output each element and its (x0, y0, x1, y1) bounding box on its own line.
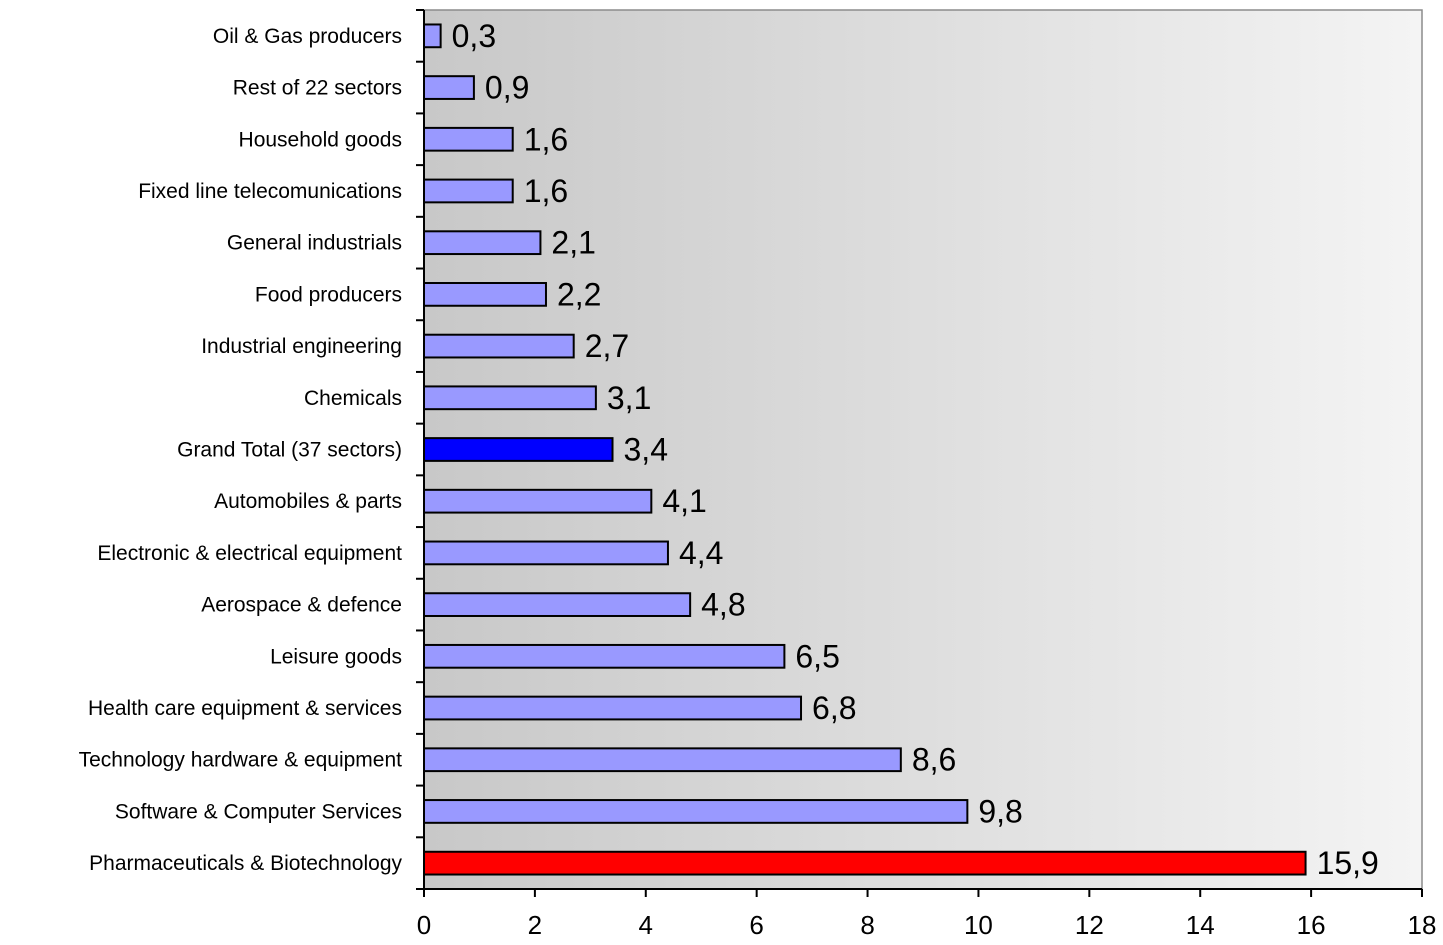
value-labels: 0,3 0,9 1,6 1,6 2,1 2,2 2,7 3,1 3,4 4,1 4,4 4,8 6,5 6… (452, 18, 1379, 881)
value-label: 2,2 (557, 276, 601, 312)
category-label: General industrials (227, 232, 402, 255)
x-tick-label: 8 (860, 910, 874, 940)
bar (423, 540, 669, 566)
bars (423, 23, 1307, 876)
bar (423, 23, 442, 49)
bar (423, 385, 597, 411)
category-label: Aerospace & defence (201, 594, 402, 617)
value-label: 3,4 (624, 432, 668, 468)
value-label: 0,3 (452, 18, 496, 54)
bar (423, 126, 514, 152)
x-tick-label: 0 (417, 910, 431, 940)
value-label: 6,8 (812, 690, 856, 726)
category-label: Fixed line telecomunications (138, 180, 402, 203)
category-label: Health care equipment & services (88, 697, 402, 720)
value-label: 4,1 (662, 483, 706, 519)
x-tick-label: 18 (1408, 910, 1437, 940)
category-label: Industrial engineering (201, 335, 402, 358)
bar (423, 592, 692, 617)
bar (423, 437, 614, 462)
x-tick-label: 14 (1186, 910, 1215, 940)
category-label: Rest of 22 sectors (233, 77, 402, 100)
x-tick-label: 12 (1075, 910, 1104, 940)
category-label: Leisure goods (270, 645, 402, 668)
value-label: 15,9 (1317, 845, 1379, 881)
value-label: 1,6 (524, 173, 568, 209)
category-label: Automobiles & parts (214, 490, 402, 513)
bar (423, 178, 514, 204)
value-label: 4,4 (679, 535, 723, 571)
category-label: Software & Computer Services (115, 800, 402, 823)
x-axis (423, 888, 1423, 897)
category-labels: Oil & Gas producers Rest of 22 sectors Hou… (79, 25, 403, 875)
bar (423, 230, 542, 256)
value-label: 1,6 (524, 121, 568, 157)
category-label: Household goods (239, 128, 402, 151)
value-label: 3,1 (607, 380, 651, 416)
x-tick-label: 10 (964, 910, 993, 940)
category-label: Pharmaceuticals & Biotechnology (89, 852, 402, 875)
x-tick-label: 4 (639, 910, 653, 940)
category-label: Oil & Gas producers (213, 25, 402, 48)
value-label: 8,6 (912, 742, 956, 778)
bar (423, 75, 475, 100)
category-label: Grand Total (37 sectors) (177, 439, 402, 462)
category-label: Technology hardware & equipment (79, 749, 403, 772)
bar (423, 747, 902, 773)
category-label: Chemicals (304, 387, 402, 410)
bar (423, 695, 803, 721)
value-label: 0,9 (485, 70, 529, 106)
value-label: 2,7 (585, 328, 629, 364)
bar (423, 333, 575, 359)
value-label: 9,8 (978, 793, 1022, 829)
x-tick-labels: 0 2 4 6 8 10 12 14 16 18 (417, 910, 1437, 940)
bar (423, 488, 653, 514)
bar (423, 850, 1307, 876)
bar (423, 282, 547, 307)
category-label: Electronic & electrical equipment (97, 542, 402, 565)
x-tick-label: 16 (1297, 910, 1326, 940)
y-axis (416, 9, 425, 890)
bar (423, 643, 786, 669)
value-label: 6,5 (795, 638, 839, 674)
bar (423, 799, 969, 824)
x-tick-label: 6 (749, 910, 763, 940)
category-label: Food producers (255, 283, 402, 306)
value-label: 2,1 (551, 225, 595, 261)
x-tick-label: 2 (528, 910, 542, 940)
value-label: 4,8 (701, 587, 745, 623)
